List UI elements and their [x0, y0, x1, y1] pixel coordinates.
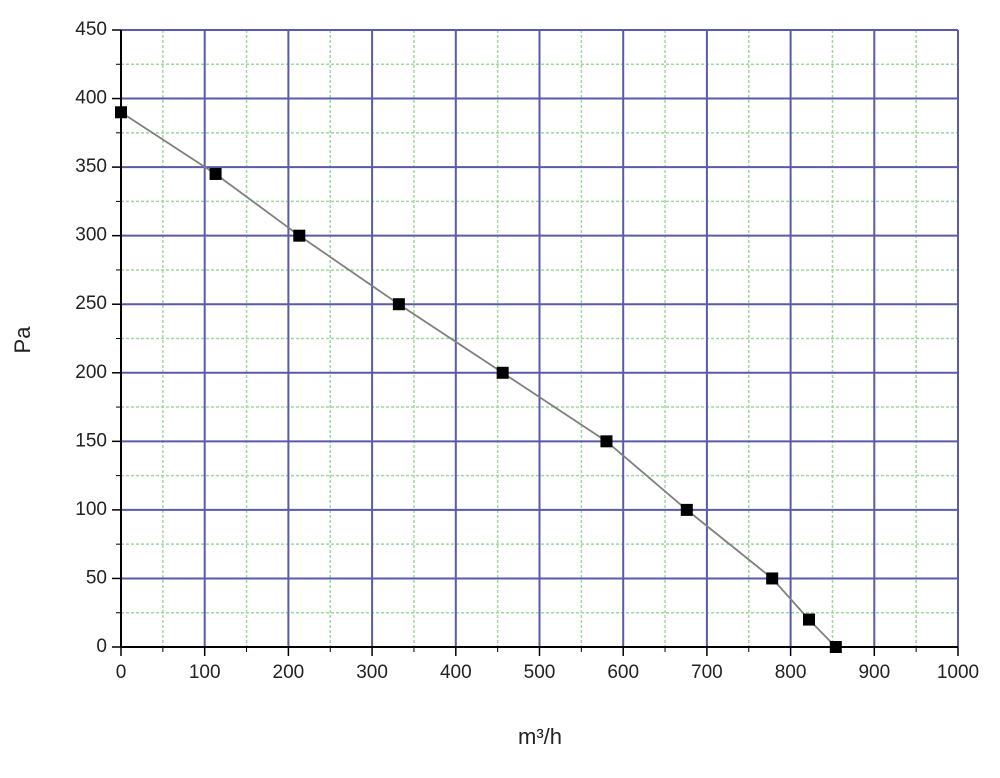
y-tick-label: 150	[75, 430, 107, 451]
marker	[680, 503, 693, 516]
x-tick-label: 200	[273, 662, 305, 683]
y-tick-label: 250	[75, 293, 107, 314]
y-tick-label: 50	[86, 567, 107, 588]
x-tick-label: 700	[691, 662, 723, 683]
x-axis-label: m³/h	[518, 724, 562, 749]
x-tick-label: 600	[607, 662, 639, 683]
y-tick-label: 350	[75, 156, 107, 177]
marker	[392, 298, 405, 311]
x-tick-label: 1000	[937, 662, 979, 683]
y-tick-label: 300	[75, 225, 107, 246]
marker	[803, 613, 816, 626]
marker	[600, 435, 613, 448]
x-tick-label: 400	[440, 662, 472, 683]
x-tick-label: 100	[189, 662, 221, 683]
y-tick-label: 400	[75, 88, 107, 109]
y-tick-label: 450	[75, 19, 107, 40]
marker	[293, 229, 306, 242]
marker	[766, 572, 779, 585]
x-tick-label: 0	[116, 662, 127, 683]
y-tick-label: 200	[75, 362, 107, 383]
y-tick-label: 100	[75, 499, 107, 520]
marker	[496, 366, 509, 379]
marker	[829, 641, 842, 653]
marker	[209, 167, 222, 180]
x-tick-label: 300	[356, 662, 388, 683]
y-axis-label: Pa	[10, 326, 35, 354]
y-tick-label: 0	[96, 636, 107, 657]
series-line	[120, 111, 837, 648]
x-tick-label: 900	[858, 662, 890, 683]
marker	[115, 106, 127, 119]
x-tick-label: 500	[524, 662, 556, 683]
x-tick-label: 800	[775, 662, 807, 683]
